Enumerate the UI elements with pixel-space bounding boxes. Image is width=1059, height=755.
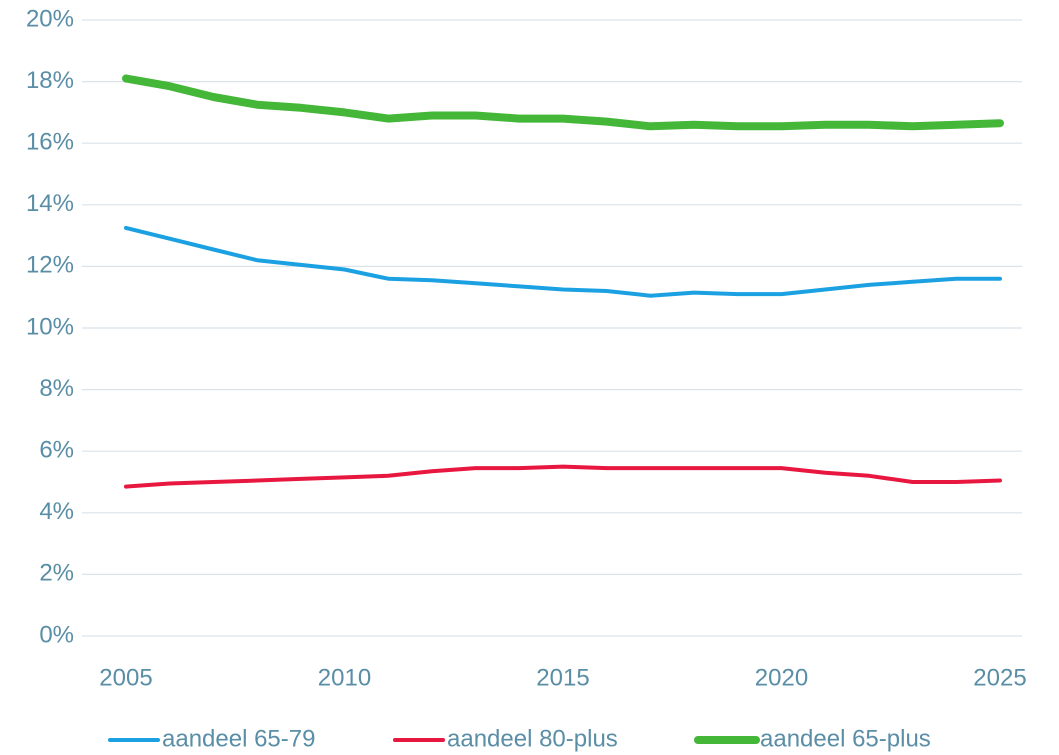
y-tick-label: 14% [26, 190, 74, 217]
y-tick-label: 0% [39, 621, 74, 648]
y-tick-label: 4% [39, 498, 74, 525]
legend-label: aandeel 65-79 [162, 725, 315, 752]
x-tick-label: 2005 [99, 664, 152, 691]
series-line [124, 464, 1002, 489]
x-tick-label: 2015 [536, 664, 589, 691]
x-tick-label: 2010 [318, 664, 371, 691]
series-line [122, 74, 1004, 131]
legend-label: aandeel 80-plus [447, 725, 618, 752]
y-tick-label: 16% [26, 129, 74, 156]
y-tick-label: 10% [26, 313, 74, 340]
y-tick-label: 12% [26, 252, 74, 279]
y-tick-label: 2% [39, 560, 74, 587]
legend-label: aandeel 65-plus [760, 725, 931, 752]
y-tick-label: 6% [39, 437, 74, 464]
x-tick-label: 2020 [755, 664, 808, 691]
y-tick-label: 18% [26, 67, 74, 94]
y-tick-label: 20% [26, 5, 74, 32]
series-line [124, 225, 1002, 298]
y-tick-label: 8% [39, 375, 74, 402]
x-tick-label: 2025 [973, 664, 1026, 691]
